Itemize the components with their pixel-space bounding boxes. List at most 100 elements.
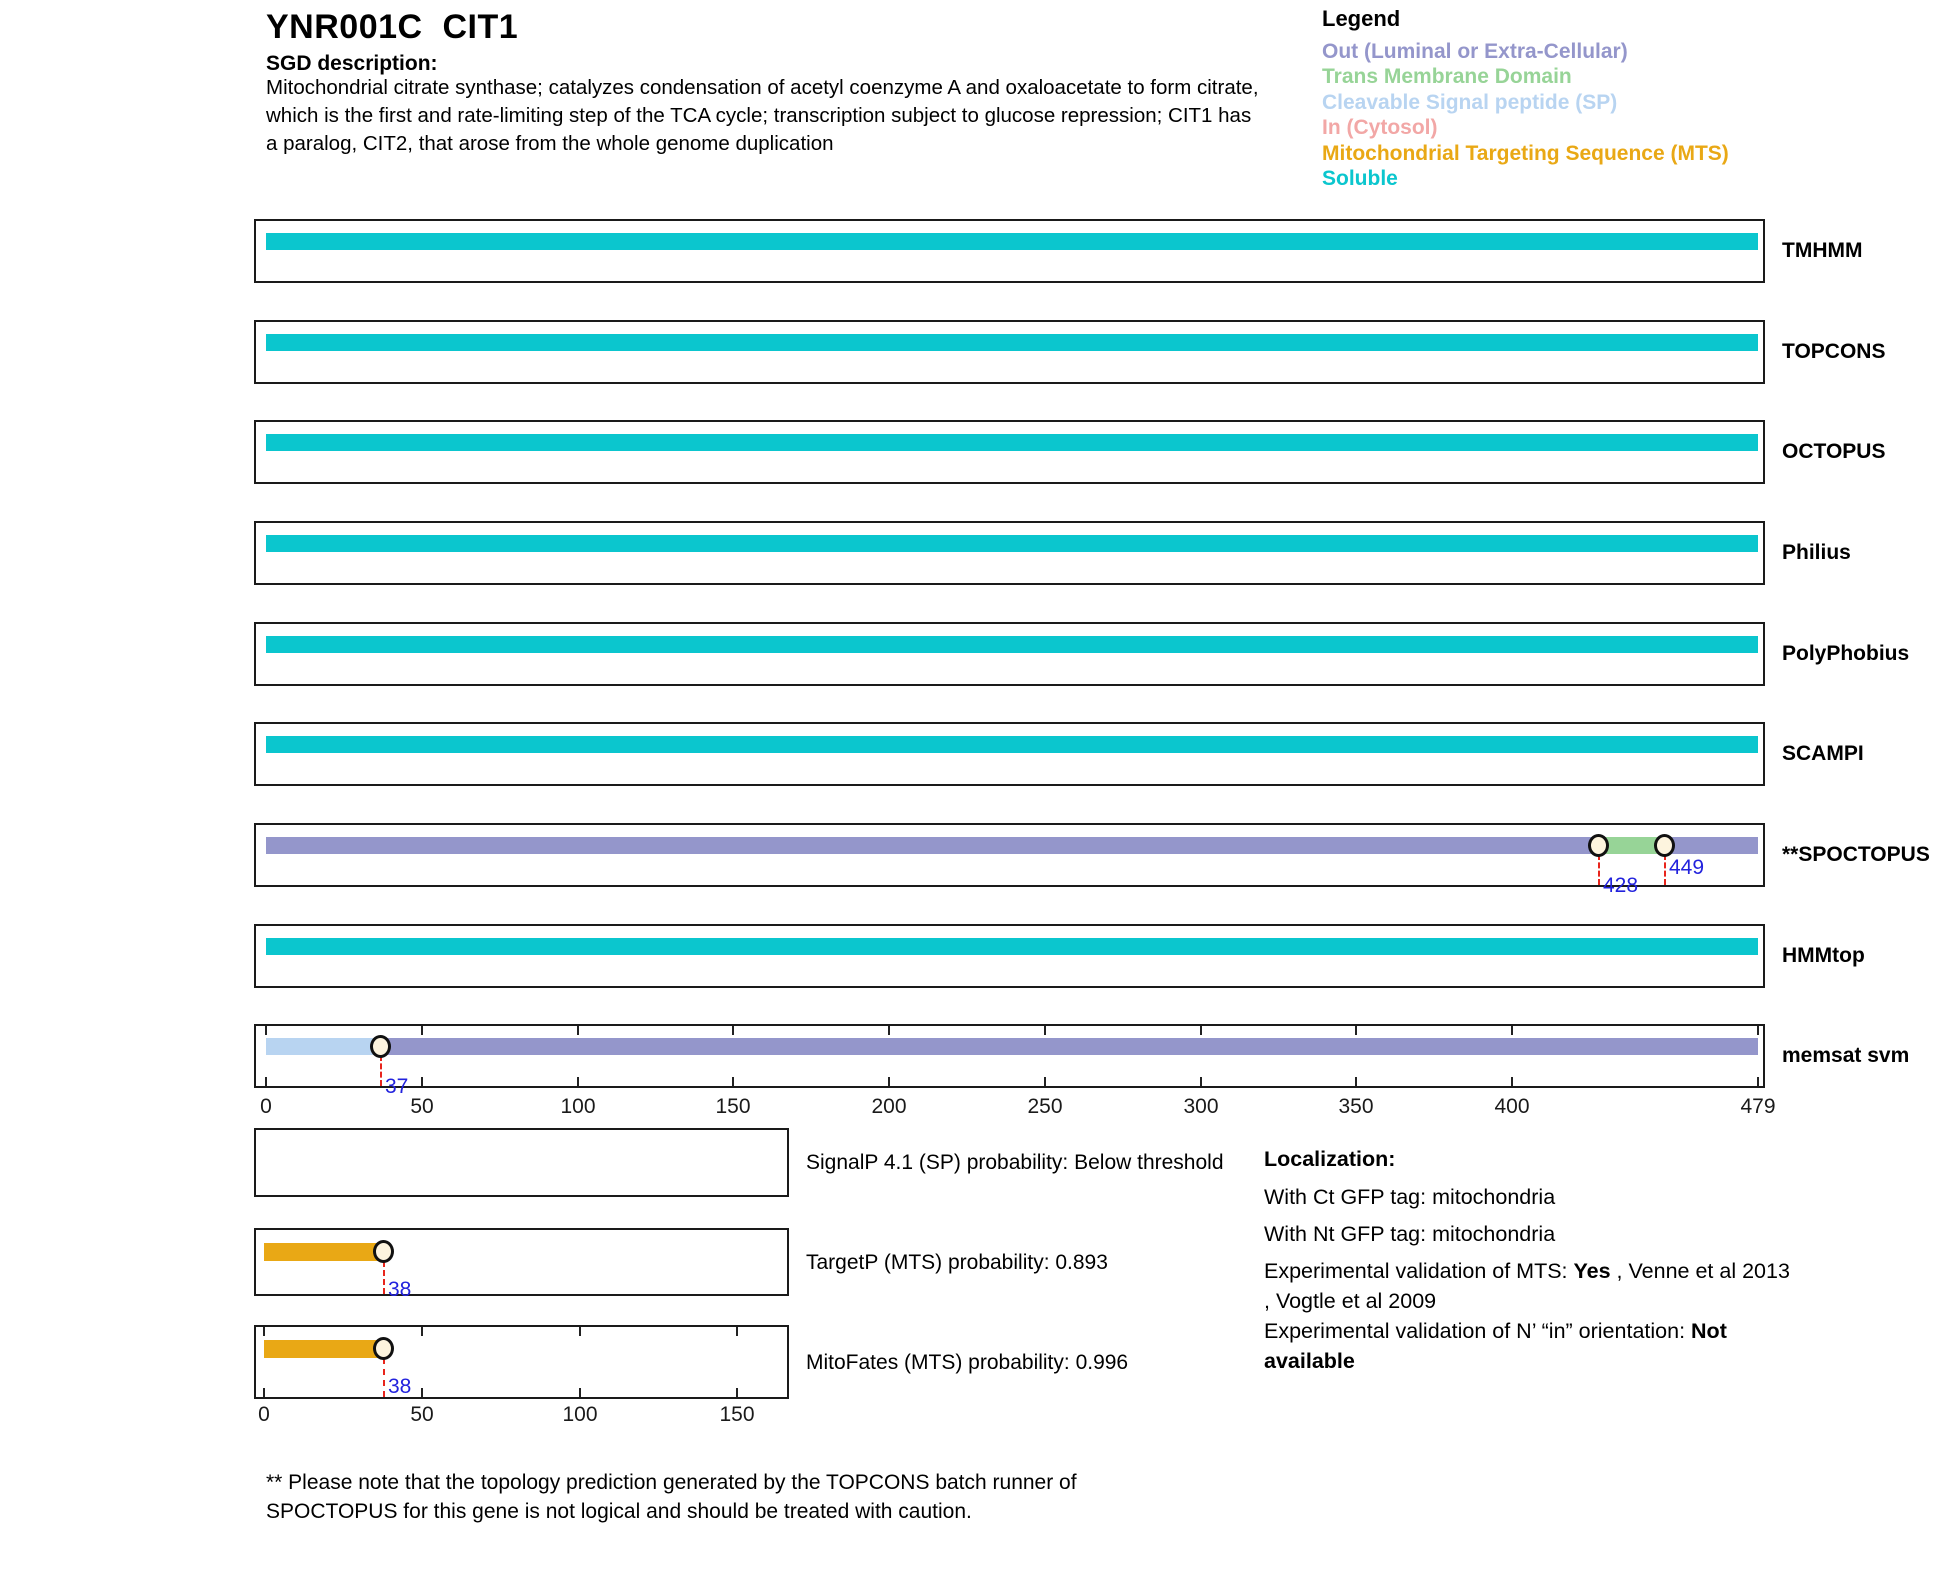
subplot-box-targetp	[254, 1228, 789, 1296]
axis-tick-label: 0	[260, 1095, 272, 1118]
orientation-validation: Experimental validation of N’ “in” orien…	[1264, 1316, 1824, 1376]
axis-tick	[736, 1388, 738, 1397]
axis-tick	[421, 1026, 423, 1035]
axis-tick	[1511, 1077, 1513, 1086]
marker-position-label: 37	[385, 1075, 409, 1098]
axis-tick-label: 100	[560, 1095, 596, 1118]
marker-position-label: 449	[1669, 856, 1705, 879]
axis-tick	[1044, 1026, 1046, 1035]
localization-title: Localization:	[1264, 1147, 1396, 1171]
axis-tick-label: 479	[1740, 1095, 1776, 1118]
axis-tick	[888, 1077, 890, 1086]
axis-tick-label: 250	[1027, 1095, 1063, 1118]
axis-tick	[1757, 1026, 1759, 1035]
axis-tick	[577, 1077, 579, 1086]
segment-soluble	[266, 535, 1758, 552]
marker-guide-line	[1598, 854, 1600, 885]
footnote-line2: SPOCTOPUS for this gene is not logical a…	[266, 1500, 972, 1523]
marker-guide-line	[383, 1261, 385, 1294]
targetp-caption: TargetP (MTS) probability: 0.893	[806, 1251, 1108, 1274]
axis-tick	[732, 1077, 734, 1086]
page-title: YNR001C CIT1	[266, 8, 519, 46]
orientation-value2: available	[1264, 1349, 1355, 1373]
track-label-topcons: TOPCONS	[1782, 340, 1886, 363]
localization-block: Localization: With Ct GFP tag: mitochond…	[1264, 1144, 1824, 1376]
segment-soluble	[266, 434, 1758, 451]
segment-tm	[1599, 837, 1665, 854]
orientation-value: Not	[1691, 1319, 1727, 1343]
legend-item-tm: Trans Membrane Domain	[1322, 65, 1572, 89]
track-box-scampi	[254, 722, 1765, 786]
axis-tick	[1511, 1026, 1513, 1035]
track-box-philius	[254, 521, 1765, 585]
marker-guide-line	[1664, 854, 1666, 885]
legend-item-mts: Mitochondrial Targeting Sequence (MTS)	[1322, 141, 1729, 165]
marker-position-label: 38	[388, 1278, 412, 1301]
track-box-topcons	[254, 320, 1765, 384]
sub-axis-tick-label: 50	[410, 1403, 434, 1426]
orientation-text: Experimental validation of N’ “in” orien…	[1264, 1319, 1692, 1343]
axis-tick	[888, 1026, 890, 1035]
segment-out	[1665, 837, 1758, 854]
sub-axis-tick-label: 0	[258, 1403, 270, 1426]
localization-nt: With Nt GFP tag: mitochondria	[1264, 1222, 1556, 1246]
axis-tick	[1757, 1077, 1759, 1086]
legend-item-out: Out (Luminal or Extra-Cellular)	[1322, 40, 1628, 63]
track-box-spoctopus	[254, 823, 1765, 887]
axis-tick	[265, 1077, 267, 1086]
subplot-box-signalp	[254, 1128, 789, 1197]
segment-soluble	[266, 334, 1758, 351]
boundary-marker	[1654, 834, 1675, 857]
legend-item-in: In (Cytosol)	[1322, 116, 1438, 140]
segment-out	[381, 1038, 1758, 1055]
sgd-description-label: SGD description:	[266, 52, 438, 75]
mts-validation-value: Yes	[1573, 1259, 1611, 1283]
axis-tick	[1044, 1077, 1046, 1086]
track-label-octopus: OCTOPUS	[1782, 440, 1886, 463]
axis-tick-label: 400	[1494, 1095, 1530, 1118]
axis-tick-label: 150	[715, 1095, 751, 1118]
track-label-philius: Philius	[1782, 541, 1851, 564]
mitofates-caption: MitoFates (MTS) probability: 0.996	[806, 1351, 1129, 1374]
axis-tick-label: 350	[1338, 1095, 1374, 1118]
axis-tick	[265, 1026, 267, 1035]
mts-validation-text: Experimental validation of MTS:	[1264, 1259, 1574, 1283]
axis-tick	[579, 1327, 581, 1336]
axis-tick	[421, 1327, 423, 1336]
axis-tick	[1200, 1077, 1202, 1086]
mts-validation: Experimental validation of MTS: Yes , Ve…	[1264, 1256, 1824, 1316]
track-label-polyphobius: PolyPhobius	[1782, 642, 1910, 665]
track-box-polyphobius	[254, 622, 1765, 686]
spoctopus-footnote: ** Please note that the topology predict…	[266, 1468, 1077, 1526]
axis-tick	[421, 1077, 423, 1086]
axis-tick	[263, 1327, 265, 1336]
signalp-caption: SignalP 4.1 (SP) probability: Below thre…	[806, 1151, 1224, 1174]
track-label-spoctopus: **SPOCTOPUS	[1782, 843, 1930, 866]
segment-soluble	[266, 233, 1758, 250]
marker-position-label: 38	[388, 1375, 412, 1398]
axis-tick	[736, 1327, 738, 1336]
track-label-memsat-svm: memsat svm	[1782, 1044, 1910, 1067]
axis-tick	[263, 1388, 265, 1397]
axis-tick	[579, 1388, 581, 1397]
subplot-box-mitofates	[254, 1325, 789, 1399]
legend-title: Legend	[1322, 6, 1401, 31]
segment-out	[266, 837, 1599, 854]
mts-validation-ref: , Venne et al 2013	[1610, 1259, 1790, 1283]
boundary-marker	[373, 1240, 394, 1263]
marker-guide-line	[383, 1358, 385, 1397]
axis-tick-label: 200	[871, 1095, 907, 1118]
segment-mts	[264, 1243, 384, 1261]
axis-tick	[1355, 1026, 1357, 1035]
sub-axis-tick-label: 100	[562, 1403, 598, 1426]
track-label-tmhmm: TMHMM	[1782, 239, 1863, 262]
segment-mts	[264, 1340, 384, 1358]
track-box-tmhmm	[254, 219, 1765, 283]
localization-ct: With Ct GFP tag: mitochondria	[1264, 1185, 1556, 1209]
axis-tick	[421, 1388, 423, 1397]
axis-tick	[732, 1026, 734, 1035]
sub-axis-tick-label: 150	[719, 1403, 755, 1426]
segment-sp	[266, 1038, 381, 1055]
marker-position-label: 428	[1603, 874, 1639, 897]
segment-soluble	[266, 736, 1758, 753]
